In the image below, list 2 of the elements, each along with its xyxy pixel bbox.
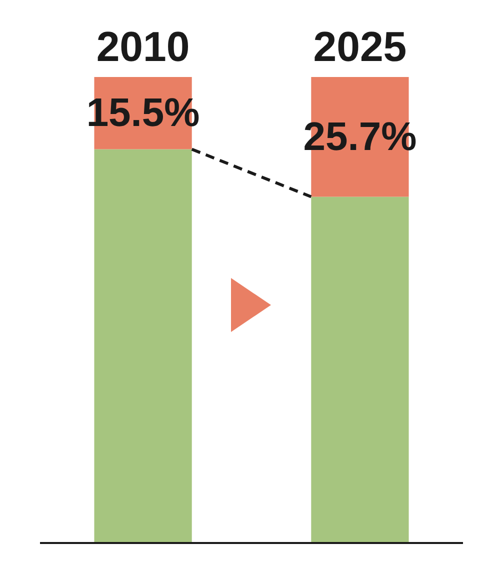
x-tick-label: 2025 <box>313 23 407 70</box>
x-tick-label: 2010 <box>96 23 190 70</box>
